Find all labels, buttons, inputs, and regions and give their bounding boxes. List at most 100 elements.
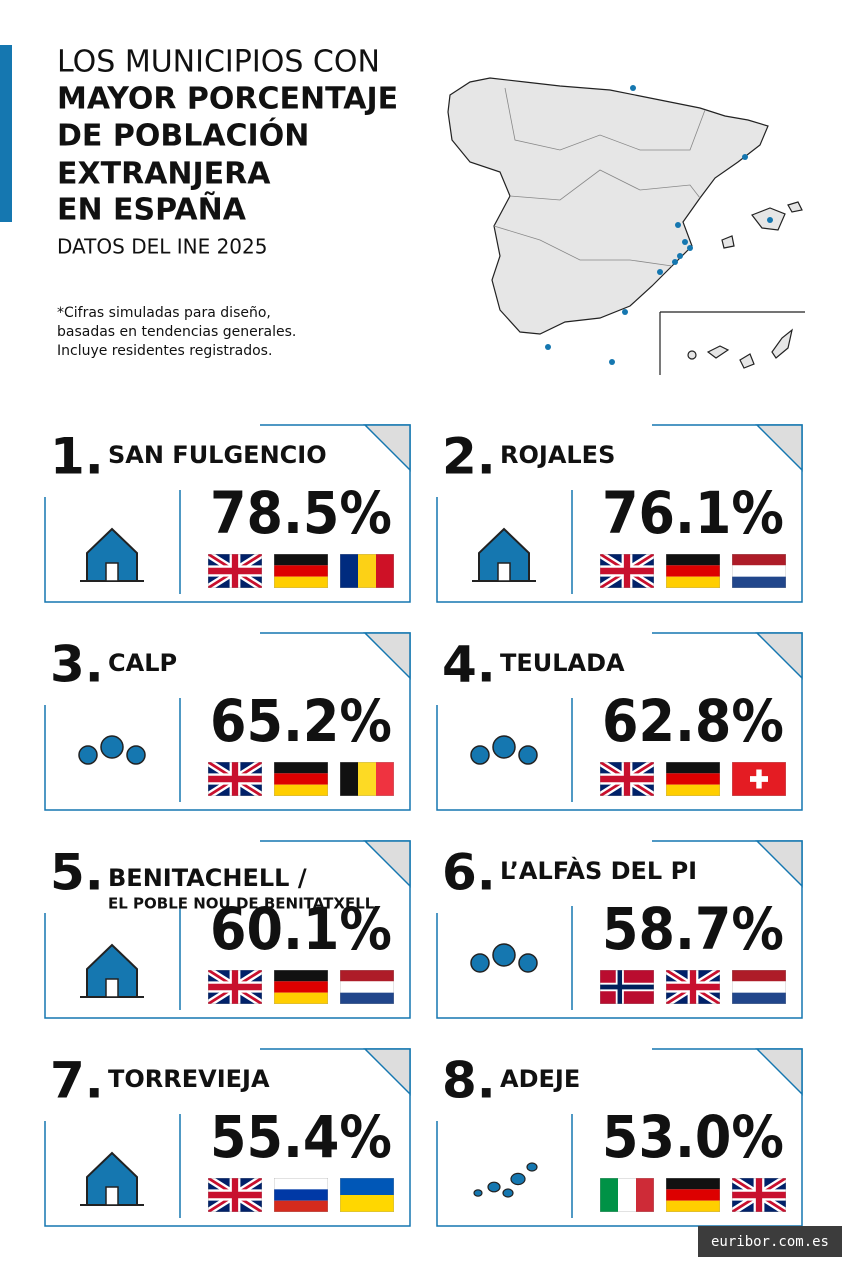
house-icon xyxy=(86,1151,138,1206)
house-icon xyxy=(86,527,138,582)
map-dot xyxy=(767,217,773,223)
people-icon xyxy=(126,745,146,765)
island xyxy=(706,345,730,359)
flag-stripe xyxy=(666,576,720,588)
people-icon xyxy=(518,745,538,765)
flag-stripe xyxy=(340,1178,394,1195)
island-icon xyxy=(502,1188,514,1198)
title-line: DE POBLACIÓN xyxy=(57,117,309,154)
card-corner xyxy=(363,424,411,472)
map-dot xyxy=(622,309,628,315)
flag xyxy=(600,554,654,588)
flag-cross xyxy=(208,554,262,588)
flag xyxy=(208,762,262,796)
flag-stripe xyxy=(274,1200,328,1212)
map-dot xyxy=(687,245,693,251)
card-frame xyxy=(44,1048,411,1227)
flag-stripe xyxy=(666,1200,720,1212)
flag xyxy=(274,554,328,588)
island xyxy=(787,201,803,213)
map-dot xyxy=(657,269,663,275)
card-corner xyxy=(755,424,803,472)
house-icon xyxy=(478,527,530,582)
percentage: 53.0% xyxy=(602,1103,784,1171)
flag-stripe xyxy=(376,762,394,796)
municipality-name: EL POBLE NOU DE BENITATXELL xyxy=(108,895,375,913)
flag-stripe xyxy=(340,981,394,993)
people-icon xyxy=(518,953,538,973)
flag-stripe xyxy=(340,554,358,588)
ranking-card: 6. L’ALFÀS DEL PI 58.7% xyxy=(436,840,803,1019)
flag xyxy=(274,1178,328,1212)
percentage: 60.1% xyxy=(210,895,392,963)
flag-stripe xyxy=(666,1178,720,1190)
flag-stripe xyxy=(666,762,720,774)
flag xyxy=(208,970,262,1004)
accent-bar xyxy=(0,45,12,222)
card-frame xyxy=(436,424,803,603)
people-icon xyxy=(78,745,98,765)
people-icon xyxy=(100,735,124,759)
region-border xyxy=(509,169,701,201)
spain-map xyxy=(447,77,805,375)
subtitle: DATOS DEL INE 2025 xyxy=(57,235,267,259)
people-icon xyxy=(492,735,516,759)
municipality-name: BENITACHELL / xyxy=(108,864,307,892)
percentage: 65.2% xyxy=(210,687,392,755)
flag xyxy=(208,554,262,588)
rank: 1. xyxy=(50,428,104,486)
title-line: EN ESPAÑA xyxy=(57,191,247,228)
card-corner xyxy=(363,840,411,888)
flag-cross xyxy=(208,970,262,1004)
ranking-card: 5. BENITACHELL / EL POBLE NOU DE BENITATXE… xyxy=(44,840,411,1019)
municipality-name: ADEJE xyxy=(500,1065,580,1093)
rank: 5. xyxy=(50,844,104,902)
card-frame xyxy=(436,840,803,1019)
note-line: basadas en tendencias generales. xyxy=(57,324,296,340)
flag-cross xyxy=(208,1178,262,1212)
percentage: 55.4% xyxy=(210,1103,392,1171)
flag xyxy=(600,762,654,796)
card-frame xyxy=(44,840,411,1019)
percentage: 58.7% xyxy=(602,895,784,963)
flag xyxy=(732,554,786,588)
island xyxy=(687,350,697,360)
municipality-name: L’ALFÀS DEL PI xyxy=(500,856,697,885)
flag-stripe xyxy=(274,554,328,566)
flag-cross xyxy=(600,762,654,796)
flag-stripe xyxy=(274,565,328,577)
flag xyxy=(274,762,328,796)
flag-stripe xyxy=(274,992,328,1004)
flag-stripe xyxy=(340,762,358,796)
percentage: 62.8% xyxy=(602,687,784,755)
people-icon xyxy=(470,953,490,973)
canary-inset xyxy=(659,311,805,375)
municipality-name: TORREVIEJA xyxy=(108,1065,270,1093)
card-corner xyxy=(755,1048,803,1096)
flag-stripe xyxy=(600,1178,618,1212)
percentage: 76.1% xyxy=(602,479,784,547)
house-door xyxy=(105,562,119,582)
flag xyxy=(274,970,328,1004)
flag-cross xyxy=(750,769,768,789)
flag xyxy=(732,970,786,1004)
flag-stripe xyxy=(666,784,720,796)
map-dot xyxy=(682,239,688,245)
flag-stripe xyxy=(666,773,720,785)
flag-stripe xyxy=(732,554,786,566)
flag-stripe xyxy=(732,992,786,1004)
flag-stripe xyxy=(358,554,376,588)
ranking-card: 1. SAN FULGENCIO 78.5% xyxy=(44,424,411,603)
flag-cross xyxy=(732,1178,786,1212)
ranking-card: 7. TORREVIEJA 55.4% xyxy=(44,1048,411,1227)
title-line: EXTRANJERA xyxy=(57,157,271,192)
people-icon xyxy=(492,943,516,967)
flag-stripe xyxy=(274,970,328,982)
flag-cross xyxy=(600,970,654,1004)
note-line: *Cifras simuladas para diseño, xyxy=(57,305,271,321)
map-dot xyxy=(672,259,678,265)
house-door xyxy=(497,562,511,582)
card-frame xyxy=(44,424,411,603)
flag-stripe xyxy=(340,1195,394,1212)
